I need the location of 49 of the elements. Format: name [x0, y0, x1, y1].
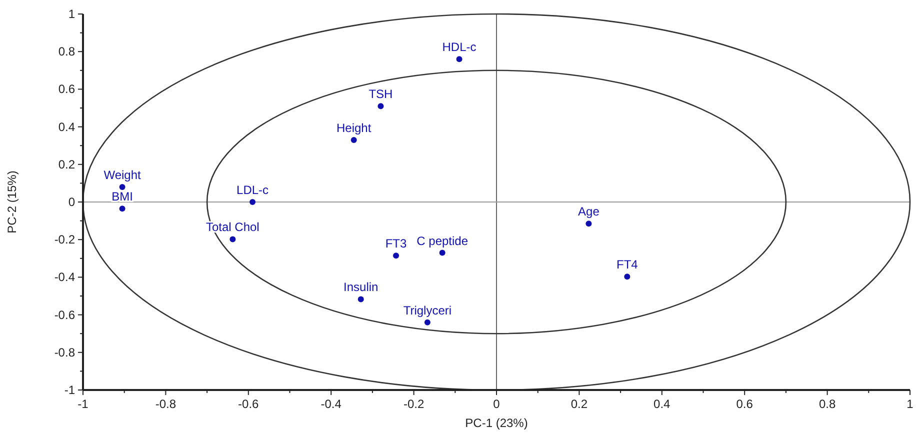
x-tick-label: 0: [493, 397, 500, 411]
y-tick-label: -0.4: [54, 270, 76, 284]
point: [624, 274, 630, 280]
x-tick-label: -0.8: [155, 397, 176, 411]
y-tick-label: -0.8: [54, 345, 76, 360]
x-tick-label: 0.6: [736, 397, 754, 411]
x-tick-label: -0.2: [403, 397, 424, 411]
point: [456, 56, 462, 62]
y-tick-label: 0.4: [58, 120, 76, 134]
point: [119, 206, 126, 212]
y-tick-label: -1: [64, 383, 76, 397]
x-tick-label: -0.4: [320, 397, 342, 411]
annotation: HDL-c: [442, 40, 476, 54]
y-tick-label: -0.2: [54, 232, 76, 247]
y-tick-label: 0.8: [58, 44, 76, 59]
point: [250, 199, 256, 205]
x-tick-label: 1: [906, 397, 914, 411]
x-tick-label: -1: [78, 397, 89, 411]
y-tick-label: -0.6: [54, 308, 76, 322]
y-tick-label: 1: [68, 7, 76, 21]
x-tick-label: 0.2: [570, 397, 588, 411]
annotation: FT3: [385, 236, 408, 251]
annotation: Age: [578, 204, 600, 219]
point: [230, 236, 236, 242]
y-tick-label: 0.2: [58, 157, 76, 172]
point: [358, 296, 364, 302]
annotation: C peptide: [416, 234, 468, 248]
y-axis-title: PC-2 (15%): [5, 170, 19, 234]
annotation: LDL-c: [236, 183, 269, 197]
point: [119, 184, 126, 190]
x-axis-title: PC-1 (23%): [465, 416, 528, 430]
y-tick-label: 0.6: [58, 82, 76, 96]
annotation: Insulin: [344, 280, 378, 294]
point: [393, 252, 400, 259]
annotation: TSH: [368, 87, 393, 102]
y-tick-label: 0: [68, 195, 76, 209]
annotation: Weight: [104, 168, 142, 182]
x-tick-label: 0.4: [654, 397, 671, 411]
point: [350, 136, 357, 143]
annotation: Triglyceri: [403, 303, 452, 318]
point: [424, 319, 430, 326]
annotation: Height: [336, 120, 372, 135]
x-tick-label: 0.8: [818, 397, 836, 411]
annotation: BMI: [112, 190, 133, 204]
point: [378, 103, 384, 110]
point: [439, 250, 446, 256]
annotation: FT4: [616, 258, 638, 272]
x-tick-label: -0.6: [238, 397, 260, 411]
point: [586, 220, 592, 227]
